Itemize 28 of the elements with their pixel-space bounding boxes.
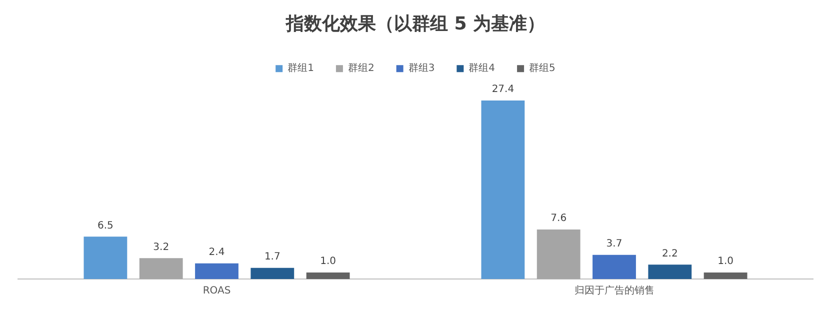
bar: [592, 254, 636, 279]
bar: [536, 230, 580, 279]
data-label: 2.2: [662, 248, 678, 260]
bar: [648, 264, 692, 279]
legend-label: 群组5: [529, 62, 556, 74]
legend-label: 群组2: [348, 62, 374, 74]
legend-label: 群组4: [468, 62, 496, 74]
data-label: 1.0: [718, 256, 734, 268]
data-label: 1.7: [264, 252, 280, 263]
bar: [84, 236, 128, 279]
data-label: 3.7: [606, 238, 622, 250]
data-label: 27.4: [492, 84, 514, 96]
legend-label: 群组1: [288, 62, 314, 74]
bar: [139, 258, 183, 279]
x-tick-label: 归因于广告的销售: [574, 284, 654, 297]
data-label: 1.0: [320, 256, 336, 268]
bar: [481, 100, 525, 279]
data-label: 3.2: [153, 242, 170, 253]
legend-label: 群组3: [408, 62, 435, 74]
bar: [195, 263, 238, 279]
bar: [704, 272, 748, 279]
data-label: 7.6: [550, 213, 567, 224]
bar: [306, 272, 350, 279]
data-label: 2.4: [208, 246, 225, 258]
x-tick-label: ROAS: [202, 286, 231, 297]
chart-title: 指数化效果（以群组 5 为基准）: [284, 13, 546, 34]
data-label: 6.5: [97, 220, 114, 232]
bar: [250, 268, 294, 279]
